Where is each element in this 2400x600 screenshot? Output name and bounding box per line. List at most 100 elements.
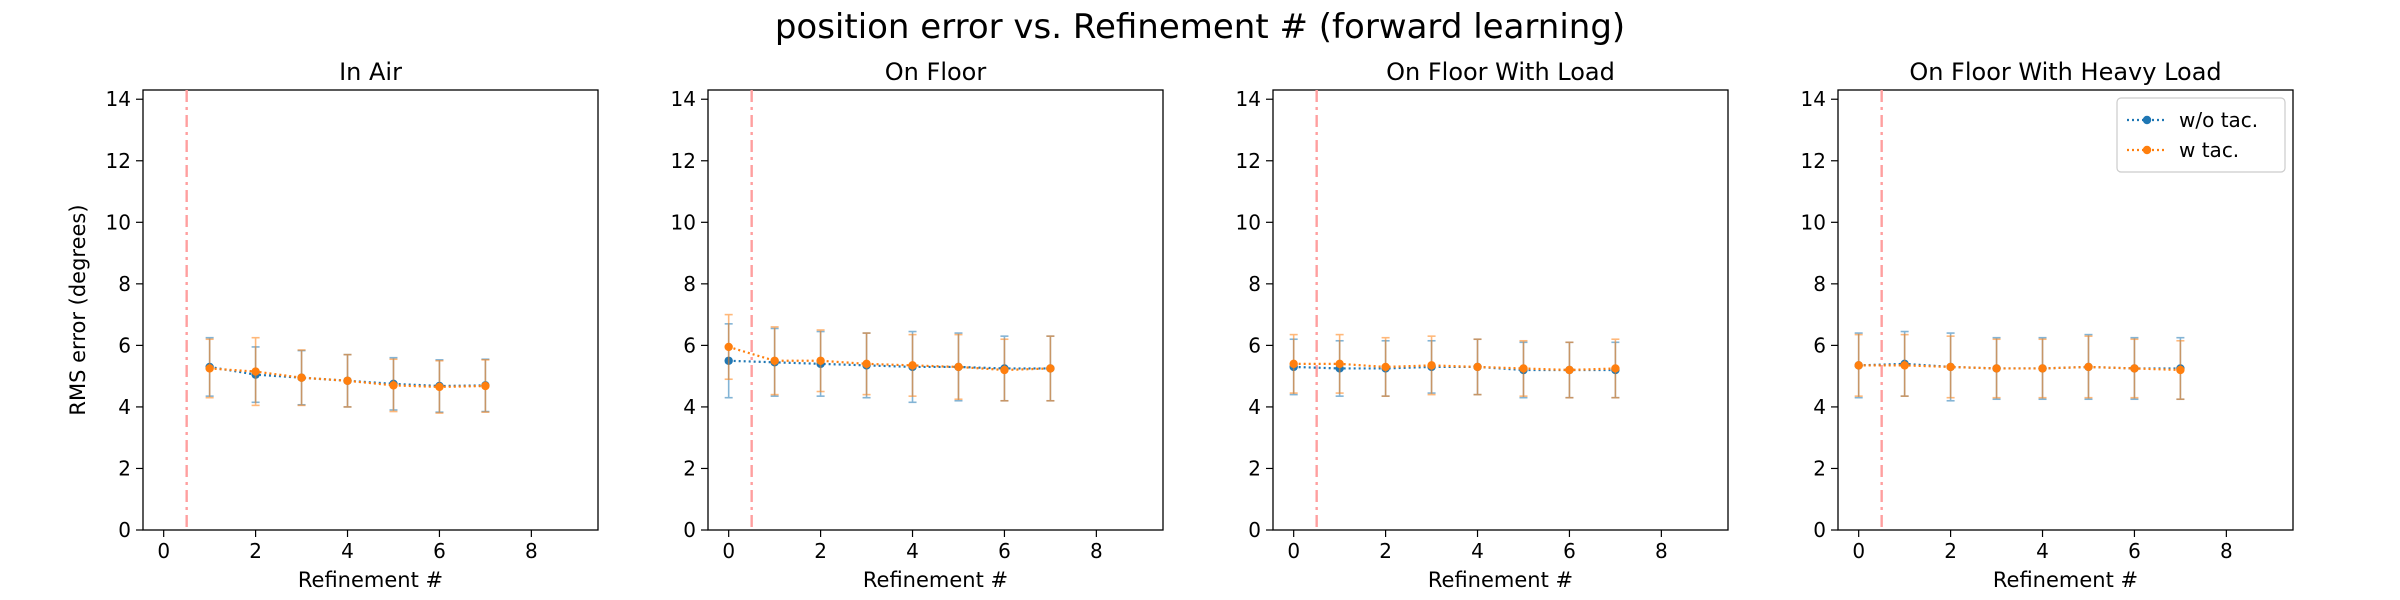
x-tick-label: 6 — [998, 539, 1011, 563]
y-tick-label: 8 — [118, 272, 131, 296]
data-point — [1611, 364, 1620, 373]
legend-label: w/o tac. — [2179, 108, 2258, 132]
y-tick-label: 2 — [118, 456, 131, 480]
y-tick-label: 10 — [1801, 210, 1826, 234]
y-tick-label: 10 — [671, 210, 696, 234]
y-tick-label: 8 — [1248, 272, 1261, 296]
x-tick-label: 0 — [1852, 539, 1865, 563]
subplot-2: On Floor With Load 0 2 4 6 8 0 2 4 6 8 10 12 14 Refine… — [1236, 58, 1729, 592]
x-axis-label: Refinement # — [863, 568, 1008, 592]
data-point — [1000, 365, 1009, 375]
x-tick-label: 2 — [814, 539, 827, 563]
y-tick-label: 14 — [671, 87, 696, 111]
y-tick-label: 0 — [683, 518, 696, 542]
data-point — [2176, 365, 2185, 375]
subplot-1: On Floor 0 2 4 6 8 0 2 4 6 8 10 12 14 Refinement # — [671, 58, 1164, 592]
x-tick-label: 4 — [906, 539, 919, 563]
subplot-3: On Floor With Heavy Load 0 2 4 6 8 0 2 4 6 8 10 12 14… — [1801, 58, 2294, 592]
data-point — [908, 361, 917, 370]
y-tick-label: 2 — [683, 456, 696, 480]
data-point — [435, 382, 444, 392]
subplot-title: On Floor With Load — [1386, 58, 1615, 86]
data-point — [724, 342, 733, 352]
data-point — [1900, 361, 1909, 370]
x-tick-label: 8 — [1655, 539, 1668, 563]
series-line — [728, 359, 1051, 370]
data-point — [1854, 361, 1863, 370]
data-point — [1381, 362, 1390, 372]
axes-frame — [707, 89, 1164, 531]
subplot-title: On Floor With Heavy Load — [1909, 58, 2221, 86]
y-tick-label: 8 — [1813, 272, 1826, 296]
y-tick-label: 12 — [671, 149, 696, 173]
x-tick-label: 6 — [433, 539, 446, 563]
y-tick-label: 0 — [1813, 518, 1826, 542]
x-tick-label: 8 — [525, 539, 538, 563]
y-tick-label: 12 — [106, 149, 131, 173]
y-tick-label: 14 — [106, 87, 131, 111]
y-tick-label: 6 — [118, 333, 131, 357]
data-point — [1473, 362, 1482, 372]
subplots-container: In Air 0 2 4 6 8 0 2 4 6 8 10 12 14 Refinement # RMS er… — [66, 58, 2294, 592]
data-point — [481, 381, 490, 391]
data-point — [1335, 359, 1344, 369]
y-tick-label: 8 — [683, 272, 696, 296]
legend-marker — [2142, 145, 2152, 155]
data-point — [1946, 362, 1955, 372]
y-tick-label: 12 — [1236, 149, 1261, 173]
data-point — [1992, 364, 2001, 373]
y-tick-label: 4 — [1813, 395, 1826, 419]
legend-item: w tac. — [2127, 138, 2239, 162]
y-tick-label: 6 — [1248, 333, 1261, 357]
x-tick-label: 4 — [1471, 539, 1484, 563]
data-point — [2130, 364, 2139, 373]
y-tick-label: 2 — [1248, 456, 1261, 480]
data-point — [816, 356, 825, 365]
data-point — [2084, 362, 2093, 372]
subplot-title: In Air — [339, 58, 402, 86]
y-tick-label: 6 — [1813, 333, 1826, 357]
x-tick-label: 0 — [1287, 539, 1300, 563]
x-tick-label: 6 — [2128, 539, 2141, 563]
data-point — [1289, 359, 1298, 369]
x-axis-label: Refinement # — [1428, 568, 1573, 592]
series-line — [728, 345, 1051, 372]
data-point — [954, 362, 963, 372]
series-1 — [1289, 333, 1620, 399]
y-tick-label: 14 — [1236, 87, 1261, 111]
series-1 — [1854, 333, 2185, 401]
data-point — [205, 364, 214, 373]
legend: w/o tac. w tac. — [2116, 97, 2286, 173]
legend-frame — [2116, 97, 2286, 173]
data-point — [1046, 364, 1055, 373]
y-axis-label: RMS error (degrees) — [66, 204, 90, 415]
data-point — [389, 381, 398, 390]
y-tick-label: 4 — [118, 395, 131, 419]
data-point — [297, 373, 306, 382]
legend-label: w tac. — [2179, 138, 2239, 162]
data-point — [343, 376, 352, 385]
x-tick-label: 8 — [1090, 539, 1103, 563]
x-tick-label: 0 — [157, 539, 170, 563]
series-1 — [205, 336, 490, 414]
subplot-0: In Air 0 2 4 6 8 0 2 4 6 8 10 12 14 Refinement # RMS er… — [66, 58, 599, 592]
x-axis-label: Refinement # — [1993, 568, 2138, 592]
data-point — [1427, 361, 1436, 370]
y-tick-label: 6 — [683, 333, 696, 357]
legend-marker — [2142, 115, 2152, 125]
y-tick-label: 4 — [1248, 395, 1261, 419]
x-tick-label: 6 — [1563, 539, 1576, 563]
y-tick-label: 0 — [1248, 518, 1261, 542]
x-tick-label: 2 — [1379, 539, 1392, 563]
subplot-title: On Floor — [885, 58, 987, 86]
y-tick-label: 10 — [106, 210, 131, 234]
data-point — [770, 356, 779, 365]
x-tick-label: 2 — [1944, 539, 1957, 563]
data-point — [2038, 364, 2047, 373]
data-point — [1519, 364, 1528, 373]
x-tick-label: 4 — [2036, 539, 2049, 563]
y-tick-label: 4 — [683, 395, 696, 419]
data-point — [862, 359, 871, 369]
figure-title: position error vs. Refinement # (forward… — [775, 7, 1625, 47]
x-tick-label: 8 — [2220, 539, 2233, 563]
